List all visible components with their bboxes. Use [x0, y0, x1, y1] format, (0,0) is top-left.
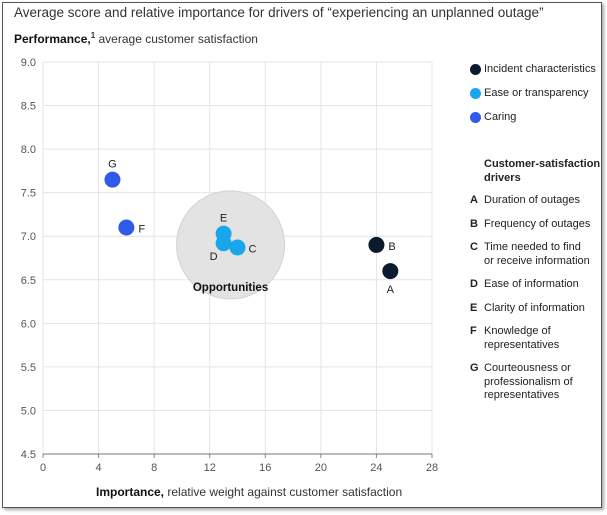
driver-text: Clarity of information	[484, 301, 585, 314]
driver-g: G Courteousness or professionalism of re…	[470, 362, 575, 403]
x-tick-label: 28	[426, 462, 438, 474]
chart-title: Average score and relative importance fo…	[14, 5, 544, 20]
legend: Incident characteristics Ease or transpa…	[470, 62, 600, 134]
y-tick-label: 9.0	[21, 57, 36, 69]
data-point-a	[382, 263, 399, 280]
legend-item-incident: Incident characteristics	[470, 62, 600, 86]
legend-item-caring: Caring	[470, 110, 600, 134]
x-axis-label-rest: relative weight against customer satisfa…	[167, 485, 403, 499]
legend-dot-ease	[470, 88, 481, 99]
y-tick-label: 8.0	[21, 144, 36, 156]
point-label-g: G	[108, 159, 117, 171]
x-tick-label: 12	[204, 462, 216, 474]
x-tick-label: 4	[96, 462, 102, 474]
driver-text: Time needed to find or receive informati…	[484, 241, 590, 267]
point-label-b: B	[388, 241, 395, 253]
driver-text: Ease of information	[484, 278, 579, 290]
y-tick-label: 7.5	[21, 188, 36, 200]
drivers-title: Customer-satisfaction drivers	[484, 158, 601, 184]
legend-item-ease: Ease or transparency	[470, 86, 600, 110]
point-label-c: C	[249, 244, 257, 256]
y-axis-label-bold: Performance,	[14, 32, 91, 46]
x-tick-label: 8	[151, 462, 157, 474]
driver-b: B Frequency of outages	[470, 218, 602, 232]
point-label-a: A	[387, 284, 395, 296]
driver-key: D	[470, 278, 478, 290]
driver-a: A Duration of outages	[470, 194, 602, 208]
x-tick-label: 24	[370, 462, 382, 474]
data-point-g	[104, 171, 121, 188]
driver-key: G	[470, 362, 479, 374]
legend-dot-incident	[470, 64, 481, 75]
driver-text: Knowledge of representatives	[484, 325, 560, 351]
driver-key: B	[470, 217, 478, 230]
driver-text: Courteousness or professionalism of repr…	[484, 362, 573, 401]
y-axis-footnote-mark: 1	[90, 31, 96, 40]
chart-frame	[2, 2, 602, 508]
driver-key: C	[470, 241, 478, 253]
driver-f: F Knowledge of representatives	[470, 325, 560, 352]
driver-text: Frequency of outages	[484, 217, 591, 230]
y-tick-label: 7.0	[21, 231, 36, 243]
y-tick-label: 6.5	[21, 275, 36, 287]
data-point-e	[215, 225, 232, 242]
y-tick-label: 5.5	[21, 362, 36, 374]
y-axis-label-rest: average customer satisfaction	[98, 32, 258, 46]
y-tick-label: 8.5	[21, 101, 36, 113]
x-tick-label: 0	[40, 462, 46, 474]
point-label-f: F	[138, 224, 145, 236]
legend-label-caring: Caring	[484, 111, 517, 123]
x-axis-label-bold: Importance,	[96, 485, 165, 499]
driver-text: Duration of outages	[484, 194, 581, 206]
driver-key: F	[470, 325, 477, 337]
data-point-c	[229, 239, 246, 256]
legend-label-ease: Ease or transparency	[484, 87, 589, 99]
y-tick-label: 5.0	[21, 405, 36, 417]
driver-c: C Time needed to find or receive informa…	[470, 241, 590, 268]
driver-e: E Clarity of information	[470, 302, 602, 316]
driver-key: E	[470, 301, 478, 314]
driver-key: A	[470, 194, 478, 206]
data-point-f	[118, 219, 135, 236]
driver-d: D Ease of information	[470, 278, 602, 292]
y-axis-label: Performance,1 average customer satisfact…	[14, 31, 258, 46]
point-label-e: E	[220, 213, 227, 225]
y-tick-label: 4.5	[21, 449, 36, 461]
point-label-d: D	[210, 251, 218, 263]
drivers-key: Customer-satisfaction drivers A Duration…	[470, 157, 602, 403]
x-axis-label: Importance, relative weight against cust…	[96, 485, 402, 499]
legend-label-incident: Incident characteristics	[484, 63, 596, 75]
opportunities-label: Opportunities	[193, 282, 268, 294]
legend-dot-caring	[470, 112, 481, 123]
data-point-b	[368, 236, 385, 253]
x-tick-label: 16	[259, 462, 271, 474]
y-tick-label: 6.0	[21, 318, 36, 330]
x-tick-label: 20	[315, 462, 327, 474]
